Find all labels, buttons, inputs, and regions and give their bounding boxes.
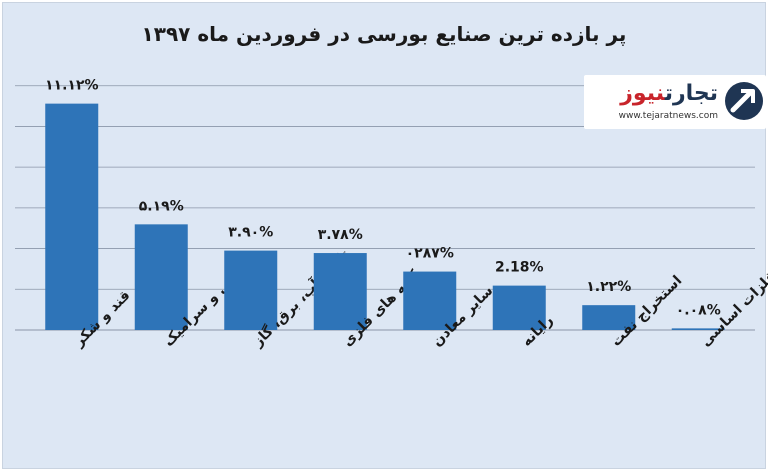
- bar-2: [134, 224, 188, 330]
- logo-name-part2: نیوز: [620, 81, 665, 106]
- data-label-3: ۳.۹۰%: [228, 225, 273, 241]
- logo-wordmark: تجارتنیوز: [590, 81, 718, 107]
- data-label-1: ۱۱.۱۲%: [45, 78, 99, 94]
- chart-title: پر بازده ترین صنایع بورسی در فروردین ماه…: [141, 22, 627, 46]
- bar-3: [224, 250, 278, 330]
- tejaratnews-logo: تجارتنیوز www.tejaratnews.com: [584, 75, 766, 129]
- bar-6: [492, 285, 546, 330]
- logo-url: www.tejaratnews.com: [618, 111, 718, 121]
- data-label-7: ۱.۲۲%: [586, 279, 631, 295]
- data-label-2: ۵.۱۹%: [139, 198, 184, 214]
- bar-8: [671, 328, 725, 330]
- bar-5: [403, 271, 457, 330]
- data-label-5: ۰۲۸۷%: [406, 246, 454, 262]
- bar-1: [45, 103, 99, 330]
- bar-4: [313, 253, 367, 330]
- data-label-8: ۰.۰۸%: [676, 302, 721, 318]
- bar-7: [582, 305, 636, 330]
- data-label-4: ۳.۷۸%: [318, 227, 363, 243]
- arrow-circle-icon: [725, 82, 763, 120]
- data-label-6: 2.18%: [495, 260, 544, 276]
- logo-name-part1: تجارت: [664, 81, 718, 106]
